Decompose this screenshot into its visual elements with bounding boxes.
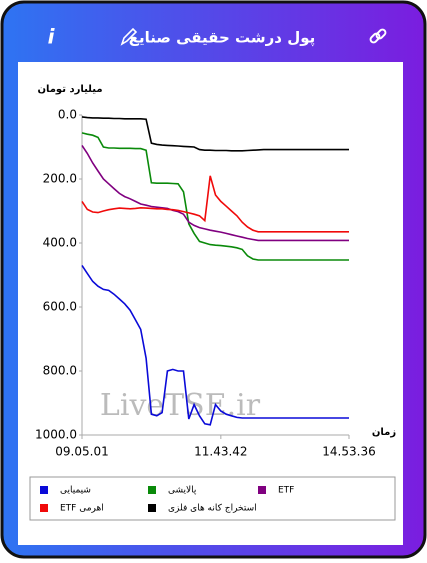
y-axis-label: میلیارد تومان [37,84,102,95]
x-tick-label: 14.53.36 [322,445,375,459]
legend-label[interactable]: استخراج کانه های فلزی [168,504,257,514]
legend-swatch [40,486,48,494]
x-tick-label: 09.05.01 [55,445,108,459]
legend [29,476,396,521]
legend-label[interactable]: ETF اهرمی [60,504,104,514]
legend-swatch [148,504,156,512]
legend-swatch [148,486,156,494]
legend-swatch [258,486,266,494]
legend-label[interactable]: پالایشی [168,486,197,496]
series-line [81,144,349,242]
y-tick-label: 400.0 [43,236,77,250]
series-line [81,116,349,152]
y-tick-label: 200.0 [43,172,77,186]
series-line [81,132,349,261]
link-icon[interactable] [369,28,387,44]
legend-label[interactable]: شیمیایی [60,486,91,496]
legend-label[interactable]: ETF [278,486,294,496]
x-tick-label: 11.43.42 [194,445,247,459]
y-tick-label: 0.0 [58,108,77,122]
y-tick-label: 1000.0 [35,428,77,442]
x-axis-label: زمان [372,427,396,438]
y-tick-label: 800.0 [43,364,77,378]
series-line [81,264,349,426]
series-line [81,175,349,233]
legend-swatch [40,504,48,512]
edit-icon[interactable] [120,27,138,46]
header-title: پول درشت حقیقی صنایع [129,29,316,48]
y-tick-label: 600.0 [43,300,77,314]
info-button[interactable]: i [48,25,56,49]
